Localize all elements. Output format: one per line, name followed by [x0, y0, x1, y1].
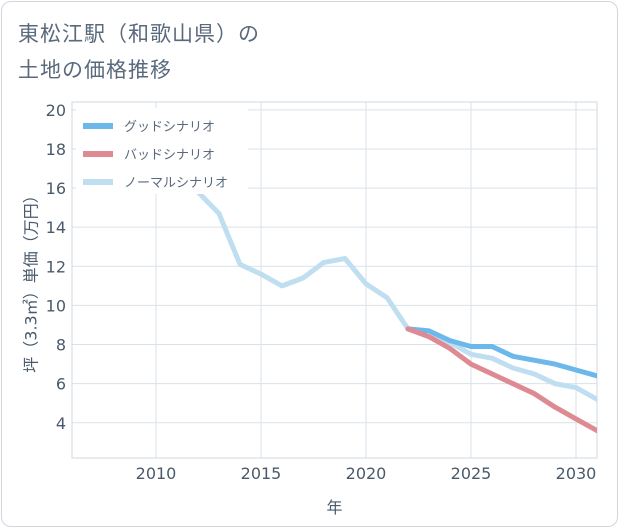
y-tick-label: 10 — [46, 296, 66, 315]
legend-label-2: ノーマルシナリオ — [124, 176, 228, 191]
y-tick-label: 16 — [46, 179, 66, 198]
x-tick-label: 2015 — [241, 464, 282, 483]
legend-label-1: バッドシナリオ — [124, 148, 215, 163]
chart-title-line-1: 東松江駅（和歌山県）の — [18, 22, 260, 46]
x-tick-label: 2010 — [136, 464, 177, 483]
y-axis-label: 坪（3.3㎡）単価（万円） — [22, 187, 41, 372]
y-tick-label: 14 — [46, 218, 66, 237]
x-tick-label: 2025 — [451, 464, 492, 483]
x-axis-label: 年 — [326, 498, 342, 517]
series-line-0 — [405, 326, 597, 379]
series-line-1 — [405, 326, 597, 434]
y-tick-label: 18 — [46, 140, 66, 159]
x-tick-label: 2030 — [556, 464, 597, 483]
plot-area — [71, 101, 598, 459]
x-tick-label: 2020 — [346, 464, 387, 483]
y-tick-label: 12 — [46, 257, 66, 276]
y-tick-label: 6 — [56, 375, 66, 394]
x-axis-ticks: 2010 2015 2020 2025 2030 — [136, 464, 597, 483]
chart-title: 東松江駅（和歌山県）の 土地の価格推移 — [18, 16, 260, 88]
legend-label-0: グッドシナリオ — [124, 120, 215, 135]
chart-grid — [72, 102, 597, 458]
chart-title-line-2: 土地の価格推移 — [18, 58, 172, 82]
y-tick-label: 8 — [56, 336, 66, 355]
y-tick-label: 4 — [56, 414, 66, 433]
y-tick-label: 20 — [46, 101, 66, 120]
y-axis-ticks: 4 6 8 10 12 14 16 18 20 — [46, 101, 66, 433]
